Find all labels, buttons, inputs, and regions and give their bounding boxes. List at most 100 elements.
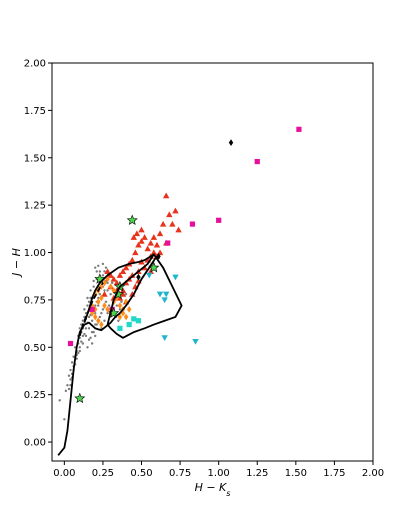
point-dot bbox=[124, 293, 128, 296]
y-tick-label: 2.00 bbox=[24, 59, 46, 70]
y-tick-label: 0.75 bbox=[24, 295, 46, 306]
x-axis-label: H − Ks bbox=[195, 481, 231, 498]
x-tick-label: 0.00 bbox=[53, 468, 75, 479]
point-dot bbox=[92, 285, 95, 288]
point-dot bbox=[104, 266, 108, 269]
point-triangle-up bbox=[166, 211, 173, 218]
x-tick-label: 0.75 bbox=[169, 468, 191, 479]
series-6-star bbox=[74, 214, 160, 404]
x-tick-label: 1.00 bbox=[208, 468, 230, 479]
point-dot bbox=[101, 262, 105, 266]
point-triangle-up bbox=[107, 272, 114, 278]
point-dot bbox=[67, 387, 71, 391]
point-dot bbox=[104, 300, 108, 303]
y-axis-label: J − H bbox=[10, 248, 23, 278]
point-dot bbox=[98, 293, 102, 296]
point-triangle-up bbox=[141, 234, 148, 240]
track-line-2 bbox=[106, 253, 183, 339]
point-diamond bbox=[99, 294, 104, 302]
point-diamond bbox=[114, 294, 120, 302]
point-diamond bbox=[108, 283, 113, 291]
point-diamond bbox=[126, 305, 132, 313]
point-triangle-down bbox=[156, 291, 164, 298]
series-4-triangle-down bbox=[146, 272, 199, 345]
point-dot bbox=[94, 311, 97, 315]
point-diamond bbox=[105, 305, 110, 313]
y-tick-label: 1.75 bbox=[24, 106, 46, 117]
point-dot bbox=[94, 323, 97, 326]
point-triangle-up bbox=[129, 272, 136, 278]
point-triangle-up bbox=[132, 249, 139, 256]
point-triangle-up bbox=[150, 249, 158, 256]
point-dot bbox=[103, 319, 106, 322]
point-star bbox=[94, 273, 106, 284]
point-dot bbox=[81, 342, 85, 345]
point-square bbox=[165, 240, 171, 246]
point-dot bbox=[84, 327, 88, 330]
point-dot bbox=[97, 304, 100, 307]
point-triangle-down bbox=[161, 297, 168, 304]
point-dot bbox=[120, 300, 123, 303]
point-triangle-up bbox=[147, 239, 154, 246]
point-triangle-up bbox=[135, 241, 142, 248]
point-dot bbox=[84, 311, 88, 315]
point-square bbox=[117, 325, 123, 331]
point-dot bbox=[89, 289, 92, 292]
point-triangle-up bbox=[129, 256, 136, 263]
point-dot bbox=[83, 308, 86, 311]
point-dot bbox=[101, 274, 105, 277]
point-dot bbox=[90, 330, 94, 334]
point-triangle-up bbox=[138, 226, 145, 233]
point-dot bbox=[87, 300, 91, 303]
point-triangle-up bbox=[133, 230, 141, 237]
point-dot bbox=[87, 315, 91, 319]
point-triangle-up bbox=[110, 294, 117, 301]
point-diamond bbox=[136, 273, 141, 281]
point-dot bbox=[69, 368, 72, 372]
point-dot bbox=[64, 389, 68, 393]
point-dot bbox=[81, 334, 85, 338]
point-dot bbox=[98, 270, 102, 273]
point-dot bbox=[107, 304, 111, 307]
point-dot bbox=[67, 374, 71, 377]
point-dot bbox=[89, 336, 92, 340]
point-dot bbox=[87, 338, 91, 341]
point-square bbox=[67, 340, 74, 347]
point-dot bbox=[109, 293, 112, 296]
point-triangle-up bbox=[104, 268, 111, 275]
point-diamond bbox=[93, 290, 98, 298]
y-tick-label: 0.25 bbox=[24, 390, 46, 401]
point-triangle-down bbox=[146, 272, 153, 279]
point-dot bbox=[97, 296, 100, 300]
point-dot bbox=[100, 311, 103, 315]
point-dot bbox=[110, 281, 114, 285]
point-triangle-up bbox=[130, 234, 137, 240]
point-dot bbox=[78, 346, 81, 349]
point-triangle-up bbox=[138, 237, 145, 244]
point-dot bbox=[70, 361, 74, 364]
point-triangle-up bbox=[172, 207, 179, 214]
point-dot bbox=[69, 378, 72, 381]
point-dot bbox=[106, 289, 109, 292]
point-triangle-up bbox=[150, 234, 158, 240]
series-5-square bbox=[117, 316, 142, 331]
point-square bbox=[216, 217, 222, 223]
point-dot bbox=[78, 327, 81, 330]
track-line-3 bbox=[78, 282, 104, 337]
axes: 0.00 0.25 0.50 0.75 1.00 1.25 1.50 1.75 2.00 0.00… bbox=[24, 59, 384, 480]
point-square bbox=[89, 306, 95, 312]
point-dot bbox=[103, 289, 106, 292]
point-dot bbox=[95, 270, 98, 273]
x-tick-label: 0.25 bbox=[92, 468, 114, 479]
point-diamond bbox=[102, 279, 107, 287]
point-dot bbox=[90, 319, 94, 322]
point-triangle-up bbox=[169, 220, 176, 227]
point-triangle-down bbox=[172, 274, 179, 281]
point-dot bbox=[101, 308, 105, 311]
point-diamond bbox=[123, 313, 129, 321]
point-triangle-up bbox=[119, 291, 127, 297]
track-line-1 bbox=[83, 253, 155, 323]
point-star bbox=[126, 214, 138, 226]
